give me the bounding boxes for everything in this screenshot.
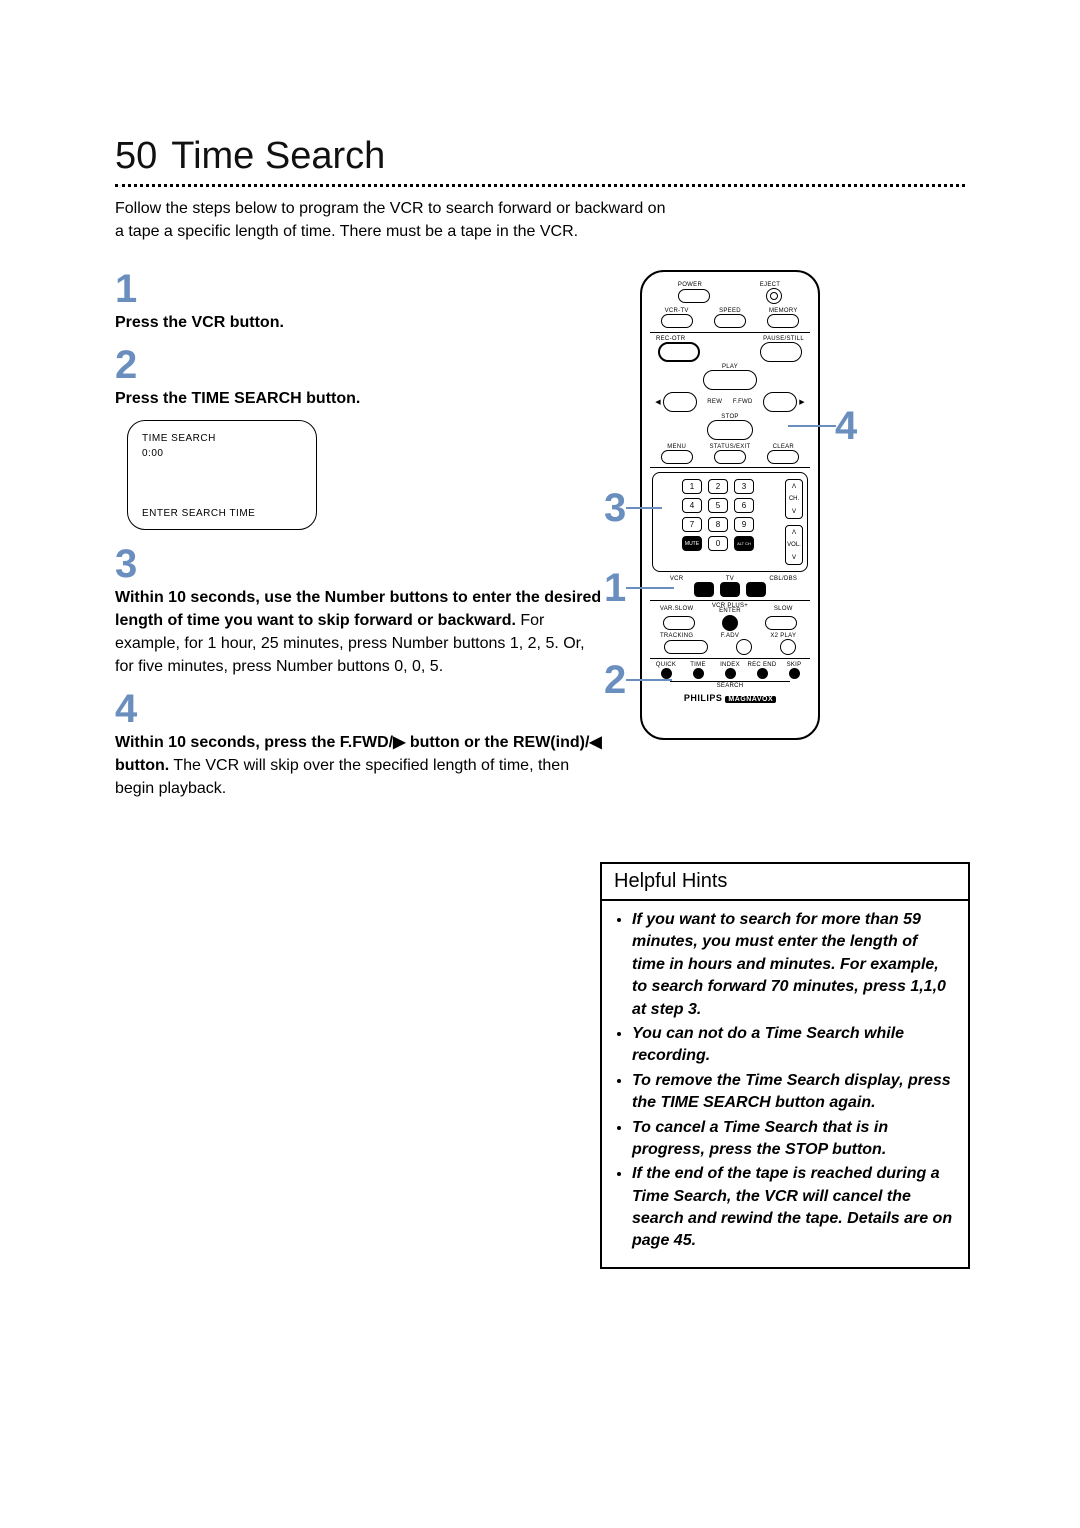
label-ffwd: F.FWD xyxy=(733,399,753,405)
callout-2: 2 xyxy=(604,658,626,703)
label-time: TIME xyxy=(682,662,714,668)
fadv-button xyxy=(736,639,752,655)
callout-1-line xyxy=(626,587,674,589)
altch-button: ALT CH xyxy=(734,536,754,551)
callout-1: 1 xyxy=(604,566,626,611)
varslow-button xyxy=(663,616,695,630)
callout-2-line xyxy=(626,679,672,681)
step-number-1: 1 xyxy=(115,269,605,309)
title-divider xyxy=(115,184,965,187)
skip-button xyxy=(789,668,800,679)
callout-4-line xyxy=(788,425,836,427)
eject-button xyxy=(766,288,782,304)
step-4-rest: The VCR will skip over the specified len… xyxy=(115,757,569,797)
page-number: 50 xyxy=(115,135,157,178)
num-6: 6 xyxy=(734,498,754,513)
hint-item: To remove the Time Search display, press… xyxy=(632,1070,954,1115)
num-7: 7 xyxy=(682,517,702,532)
power-button xyxy=(678,289,710,303)
num-1: 1 xyxy=(682,479,702,494)
helpful-hints-box: Helpful Hints If you want to search for … xyxy=(600,862,970,1269)
label-quick: QUICK xyxy=(650,662,682,668)
rew-button xyxy=(663,392,697,412)
vcrplus-button xyxy=(722,615,738,631)
ch-rocker: ᐱCH.ᐯ xyxy=(785,479,803,519)
num-3: 3 xyxy=(734,479,754,494)
step-number-2: 2 xyxy=(115,345,605,385)
num-0: 0 xyxy=(708,536,728,551)
time-button xyxy=(693,668,704,679)
vcr-screen-display: TIME SEARCH 0:00 ENTER SEARCH TIME xyxy=(127,420,317,530)
num-8: 8 xyxy=(708,517,728,532)
hint-item: If you want to search for more than 59 m… xyxy=(632,909,954,1021)
label-recend: REC END xyxy=(746,662,778,668)
speed-button xyxy=(714,314,746,328)
label-slow: SLOW xyxy=(757,606,810,612)
label-cbldbs: CBL/DBS xyxy=(757,576,810,582)
vcrtv-button xyxy=(661,314,693,328)
remote-brand: PHILIPS MAGNAVOX xyxy=(650,693,810,703)
x2play-button xyxy=(780,639,796,655)
screen-bottom: ENTER SEARCH TIME xyxy=(142,508,302,519)
slow-button xyxy=(765,616,797,630)
play-button xyxy=(703,370,757,390)
label-power: POWER xyxy=(650,282,730,288)
label-varslow: VAR.SLOW xyxy=(650,606,703,612)
callout-4: 4 xyxy=(835,404,857,449)
label-x2play: X2 PLAY xyxy=(757,633,810,639)
label-vcr: VCR xyxy=(650,576,703,582)
clear-button xyxy=(767,450,799,464)
step-2-text: Press the TIME SEARCH button. xyxy=(115,390,360,407)
mute-button: MUTE xyxy=(682,536,702,551)
label-search: SEARCH xyxy=(670,681,790,689)
cbl-mode-button xyxy=(746,582,766,597)
helpful-hints-list: If you want to search for more than 59 m… xyxy=(616,909,954,1253)
num-2: 2 xyxy=(708,479,728,494)
hint-item: To cancel a Time Search that is in progr… xyxy=(632,1117,954,1162)
label-index: INDEX xyxy=(714,662,746,668)
step-number-4: 4 xyxy=(115,689,605,729)
quick-button xyxy=(661,668,672,679)
label-tracking: TRACKING xyxy=(650,633,703,639)
number-keypad: 1 2 3 4 5 6 7 8 9 xyxy=(652,472,808,572)
label-eject: EJECT xyxy=(730,282,810,288)
intro-text: Follow the steps below to program the VC… xyxy=(115,197,675,243)
tracking-button xyxy=(664,640,708,654)
callout-3-line xyxy=(626,507,662,509)
label-rew: REW xyxy=(707,399,722,405)
pausestill-button xyxy=(760,342,802,362)
recend-button xyxy=(757,668,768,679)
memory-button xyxy=(767,314,799,328)
vol-rocker: ᐱVOL.ᐯ xyxy=(785,525,803,565)
num-4: 4 xyxy=(682,498,702,513)
callout-3: 3 xyxy=(604,486,626,531)
index-button xyxy=(725,668,736,679)
remote-diagram: POWER EJECT VCR-TV SPEED MEMORY REC-OT xyxy=(610,270,850,750)
step-1-text: Press the VCR button. xyxy=(115,314,284,331)
tv-mode-button xyxy=(720,582,740,597)
stop-button xyxy=(707,420,753,440)
ffwd-button xyxy=(763,392,797,412)
step-number-3: 3 xyxy=(115,544,605,584)
recotr-button xyxy=(658,342,700,362)
statusexit-button xyxy=(714,450,746,464)
page-title: Time Search xyxy=(171,135,385,178)
num-9: 9 xyxy=(734,517,754,532)
helpful-hints-title: Helpful Hints xyxy=(602,864,968,901)
label-skip: SKIP xyxy=(778,662,810,668)
hint-item: If the end of the tape is reached during… xyxy=(632,1163,954,1253)
menu-button xyxy=(661,450,693,464)
num-5: 5 xyxy=(708,498,728,513)
label-fadv: F.ADV xyxy=(704,633,757,639)
vcr-mode-button xyxy=(694,582,714,597)
screen-line2: 0:00 xyxy=(142,446,302,461)
screen-line1: TIME SEARCH xyxy=(142,431,302,446)
hint-item: You can not do a Time Search while recor… xyxy=(632,1023,954,1068)
